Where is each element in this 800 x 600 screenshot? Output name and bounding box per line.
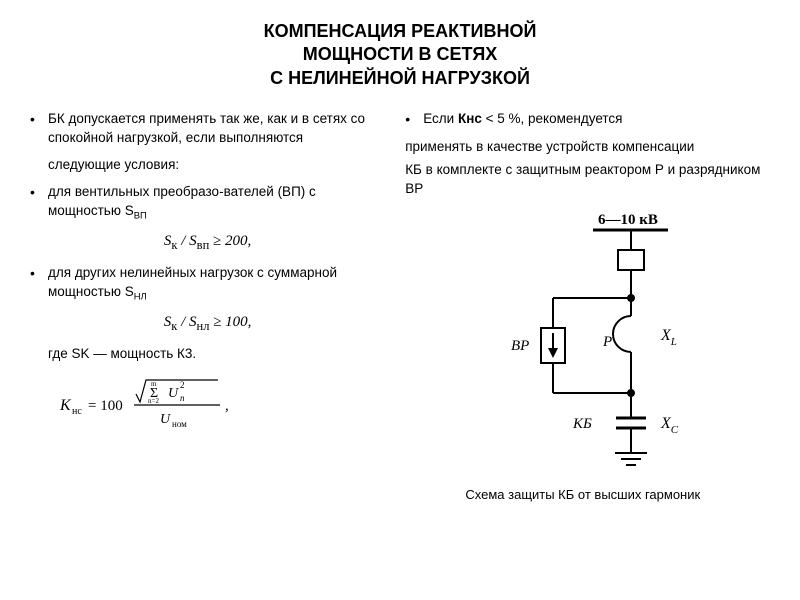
formula-2: Sк / Sнл ≥ 100, [30, 312, 385, 336]
kns-formula: K нс = 100 Σ n=2 m U n 2 U ном , [30, 372, 385, 438]
bp-label: BP [511, 338, 529, 354]
kns-un-sub: n [180, 393, 185, 403]
bullet-marker: • [30, 264, 48, 304]
bullet-text: Если Кнс < 5 %, рекомендуется [423, 110, 760, 130]
indented-text: где SK — мощность К3. [30, 345, 385, 364]
bullet-item: • БК допускается применять так же, как и… [30, 110, 385, 148]
circuit-svg: 6—10 кВ BP [453, 208, 713, 478]
circuit-diagram: 6—10 кВ BP [405, 208, 760, 478]
xl-label: XL [660, 327, 677, 348]
kns-un: U [168, 386, 179, 401]
kns-formula-svg: K нс = 100 Σ n=2 m U n 2 U ном , [60, 372, 260, 432]
content-columns: • БК допускается применять так же, как и… [30, 110, 770, 504]
right-text-2: КБ в комплекте с защитным реактором Р и … [405, 161, 760, 199]
bullet-text: БК допускается применять так же, как и в… [48, 110, 385, 148]
bullet-item: • для других нелинейных нагрузок с сумма… [30, 264, 385, 304]
fuse-symbol [618, 250, 644, 270]
title-line-2: МОЩНОСТИ В СЕТЯХ [30, 43, 770, 66]
arrester-arrow [548, 348, 558, 358]
diagram-caption: Схема защиты КБ от высших гармоник [405, 486, 760, 504]
bullet-item: • для вентильных преобразо-вателей (ВП) … [30, 183, 385, 223]
kns-sigma-hi: m [151, 380, 157, 388]
kb-label: КБ [572, 416, 592, 432]
kns-den-sub: ном [172, 419, 187, 429]
indented-text: следующие условия: [30, 156, 385, 175]
bullet-marker: • [30, 183, 48, 223]
left-column: • БК допускается применять так же, как и… [30, 110, 385, 504]
kns-lhs-sub: нс [72, 406, 82, 417]
title-line-3: С НЕЛИНЕЙНОЙ НАГРУЗКОЙ [30, 67, 770, 90]
xc-label: XC [660, 415, 679, 436]
bullet-marker: • [405, 110, 423, 130]
right-text-1: применять в качестве устройств компенсац… [405, 138, 760, 157]
formula-1: Sк / Sвп ≥ 200, [30, 231, 385, 255]
bullet-item: • Если Кнс < 5 %, рекомендуется [405, 110, 760, 130]
page-title: КОМПЕНСАЦИЯ РЕАКТИВНОЙ МОЩНОСТИ В СЕТЯХ … [30, 20, 770, 90]
bullet-text: для вентильных преобразо-вателей (ВП) с … [48, 183, 385, 223]
bullet-text: для других нелинейных нагрузок с суммарн… [48, 264, 385, 304]
voltage-label: 6—10 кВ [598, 212, 658, 228]
p-label: P [602, 334, 612, 350]
kns-lhs: K [60, 397, 72, 414]
title-line-1: КОМПЕНСАЦИЯ РЕАКТИВНОЙ [30, 20, 770, 43]
kns-un-exp: 2 [180, 380, 185, 390]
kns-eq: = 100 [88, 398, 123, 414]
kns-tail: , [225, 398, 229, 414]
kns-den: U [160, 412, 171, 427]
kns-sigma-lo: n=2 [148, 397, 159, 405]
bullet-marker: • [30, 110, 48, 148]
reactor-arc [613, 316, 631, 352]
right-column: • Если Кнс < 5 %, рекомендуется применят… [405, 110, 760, 504]
